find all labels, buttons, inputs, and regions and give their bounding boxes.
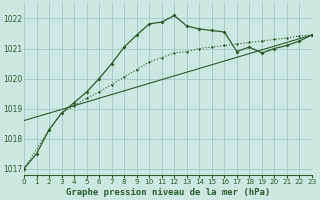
X-axis label: Graphe pression niveau de la mer (hPa): Graphe pression niveau de la mer (hPa) [66,188,270,197]
